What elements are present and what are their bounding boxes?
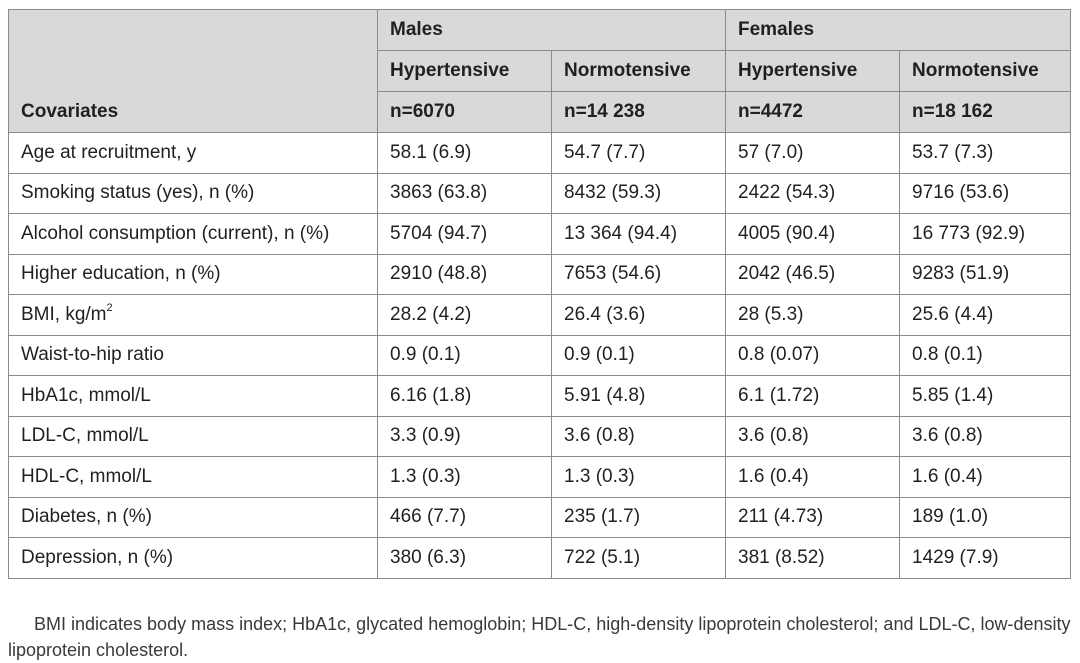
table-cell: 5.91 (4.8) [551, 375, 726, 417]
subgroup-header: Hypertensive [377, 50, 552, 92]
row-label: Diabetes, n (%) [8, 496, 378, 538]
table-cell: 2910 (48.8) [377, 253, 552, 295]
table-cell: 9716 (53.6) [898, 172, 1072, 214]
group-header-females: Females [724, 9, 1072, 51]
table-cell: 1.3 (0.3) [551, 456, 726, 498]
row-label: Depression, n (%) [8, 537, 378, 579]
table-cell: 466 (7.7) [377, 496, 552, 538]
table-cell: 6.16 (1.8) [377, 375, 552, 417]
table-cell: 3.6 (0.8) [725, 415, 900, 457]
row-label-text: LDL-C, mmol/L [21, 425, 149, 447]
count-header: n=18 162 [898, 91, 1072, 133]
header-row-subgroups: Hypertensive Normotensive Hypertensive N… [9, 50, 1072, 92]
group-header-males: Males [377, 9, 726, 51]
row-label-text: HDL-C, mmol/L [21, 465, 152, 487]
table-row: LDL-C, mmol/L 3.3 (0.9) 3.6 (0.8) 3.6 (0.8)… [8, 415, 1072, 457]
table-cell: 211 (4.73) [725, 496, 900, 538]
table-cell: 5704 (94.7) [377, 213, 552, 255]
table-cell: 381 (8.52) [725, 537, 900, 579]
row-label-text: Age at recruitment, y [21, 141, 197, 163]
covariates-table: Covariates Males Females Hypertensive No… [8, 9, 1072, 579]
table-cell: 4005 (90.4) [725, 213, 900, 255]
table-cell: 3863 (63.8) [377, 172, 552, 214]
table-cell: 3.6 (0.8) [898, 415, 1072, 457]
row-label: Alcohol consumption (current), n (%) [8, 213, 378, 255]
table-cell: 1429 (7.9) [898, 537, 1072, 579]
row-label: Waist-to-hip ratio [8, 334, 378, 376]
table-cell: 2042 (46.5) [725, 253, 900, 295]
table-cell: 0.8 (0.1) [898, 334, 1072, 376]
table-cell: 53.7 (7.3) [898, 132, 1072, 174]
row-label-text: Higher education, n (%) [21, 263, 221, 285]
table-cell: 28.2 (4.2) [377, 294, 552, 336]
count-header: n=6070 [377, 91, 552, 133]
table-cell: 58.1 (6.9) [377, 132, 552, 174]
table-cell: 3.3 (0.9) [377, 415, 552, 457]
table-row: Waist-to-hip ratio 0.9 (0.1) 0.9 (0.1) 0.8 … [8, 334, 1072, 376]
row-label: LDL-C, mmol/L [8, 415, 378, 457]
table-cell: 9283 (51.9) [898, 253, 1072, 295]
table-cell: 6.1 (1.72) [725, 375, 900, 417]
table-cell: 722 (5.1) [551, 537, 726, 579]
row-label: HDL-C, mmol/L [8, 456, 378, 498]
row-label-text: Smoking status (yes), n (%) [21, 182, 255, 204]
table-row: HbA1c, mmol/L 6.16 (1.8) 5.91 (4.8) 6.1 (1.… [8, 375, 1072, 417]
table-cell: 3.6 (0.8) [551, 415, 726, 457]
row-label-text: BMI, kg/m [21, 303, 107, 325]
header-row-groups: Covariates Males Females [8, 9, 1072, 133]
row-label: HbA1c, mmol/L [8, 375, 378, 417]
row-label: BMI, kg/m2 [8, 294, 378, 336]
row-label-text: Diabetes, n (%) [21, 506, 152, 528]
row-label-text: HbA1c, mmol/L [21, 384, 151, 406]
count-header: n=4472 [725, 91, 900, 133]
row-label-superscript: 2 [106, 301, 113, 314]
row-label: Smoking status (yes), n (%) [8, 172, 378, 214]
table-body: Age at recruitment, y 58.1 (6.9) 54.7 (7.7… [8, 132, 1072, 579]
subgroup-header: Normotensive [898, 50, 1072, 92]
subgroup-header: Hypertensive [725, 50, 900, 92]
table-row: Age at recruitment, y 58.1 (6.9) 54.7 (7.7… [8, 132, 1072, 174]
table-cell: 0.9 (0.1) [377, 334, 552, 376]
table-cell: 57 (7.0) [725, 132, 900, 174]
table-cell: 25.6 (4.4) [898, 294, 1072, 336]
table-cell: 8432 (59.3) [551, 172, 726, 214]
table-row: Diabetes, n (%) 466 (7.7) 235 (1.7) 211 (4.… [8, 496, 1072, 538]
table-cell: 2422 (54.3) [725, 172, 900, 214]
count-header: n=14 238 [551, 91, 726, 133]
table-row: Higher education, n (%) 2910 (48.8) 7653 (… [8, 253, 1072, 295]
table-row: HDL-C, mmol/L 1.3 (0.3) 1.3 (0.3) 1.6 (0.4)… [8, 456, 1072, 498]
covariates-header: Covariates [8, 9, 378, 133]
row-label: Age at recruitment, y [8, 132, 378, 174]
table-cell: 7653 (54.6) [551, 253, 726, 295]
table-row: Alcohol consumption (current), n (%) 5704… [8, 213, 1072, 255]
row-label-text: Waist-to-hip ratio [21, 344, 164, 366]
table-cell: 26.4 (3.6) [551, 294, 726, 336]
header-row-counts: n=6070 n=14 238 n=4472 n=18 162 [9, 91, 1072, 133]
table-cell: 54.7 (7.7) [551, 132, 726, 174]
table-cell: 13 364 (94.4) [551, 213, 726, 255]
row-label: Higher education, n (%) [8, 253, 378, 295]
table-cell: 0.9 (0.1) [551, 334, 726, 376]
table-cell: 5.85 (1.4) [898, 375, 1072, 417]
table-cell: 1.6 (0.4) [898, 456, 1072, 498]
table-row: BMI, kg/m2 28.2 (4.2) 26.4 (3.6) 28 (5.3) 25… [8, 294, 1072, 336]
table-cell: 0.8 (0.07) [725, 334, 900, 376]
table-cell: 189 (1.0) [898, 496, 1072, 538]
table-cell: 1.6 (0.4) [725, 456, 900, 498]
table-cell: 16 773 (92.9) [898, 213, 1072, 255]
table-header: Covariates Males Females Hypertensive No… [8, 9, 1072, 133]
table-footnote: BMI indicates body mass index; HbA1c, gl… [8, 614, 1071, 660]
table-cell: 1.3 (0.3) [377, 456, 552, 498]
table-row: Smoking status (yes), n (%) 3863 (63.8) 84… [8, 172, 1072, 214]
row-label-text: Alcohol consumption (current), n (%) [21, 222, 330, 244]
row-label-text: Depression, n (%) [21, 546, 174, 568]
table-cell: 380 (6.3) [377, 537, 552, 579]
table-cell: 235 (1.7) [551, 496, 726, 538]
table-container: Covariates Males Females Hypertensive No… [8, 9, 1072, 579]
table-cell: 28 (5.3) [725, 294, 900, 336]
table-row: Depression, n (%) 380 (6.3) 722 (5.1) 381 (… [8, 537, 1072, 579]
subgroup-header: Normotensive [551, 50, 726, 92]
